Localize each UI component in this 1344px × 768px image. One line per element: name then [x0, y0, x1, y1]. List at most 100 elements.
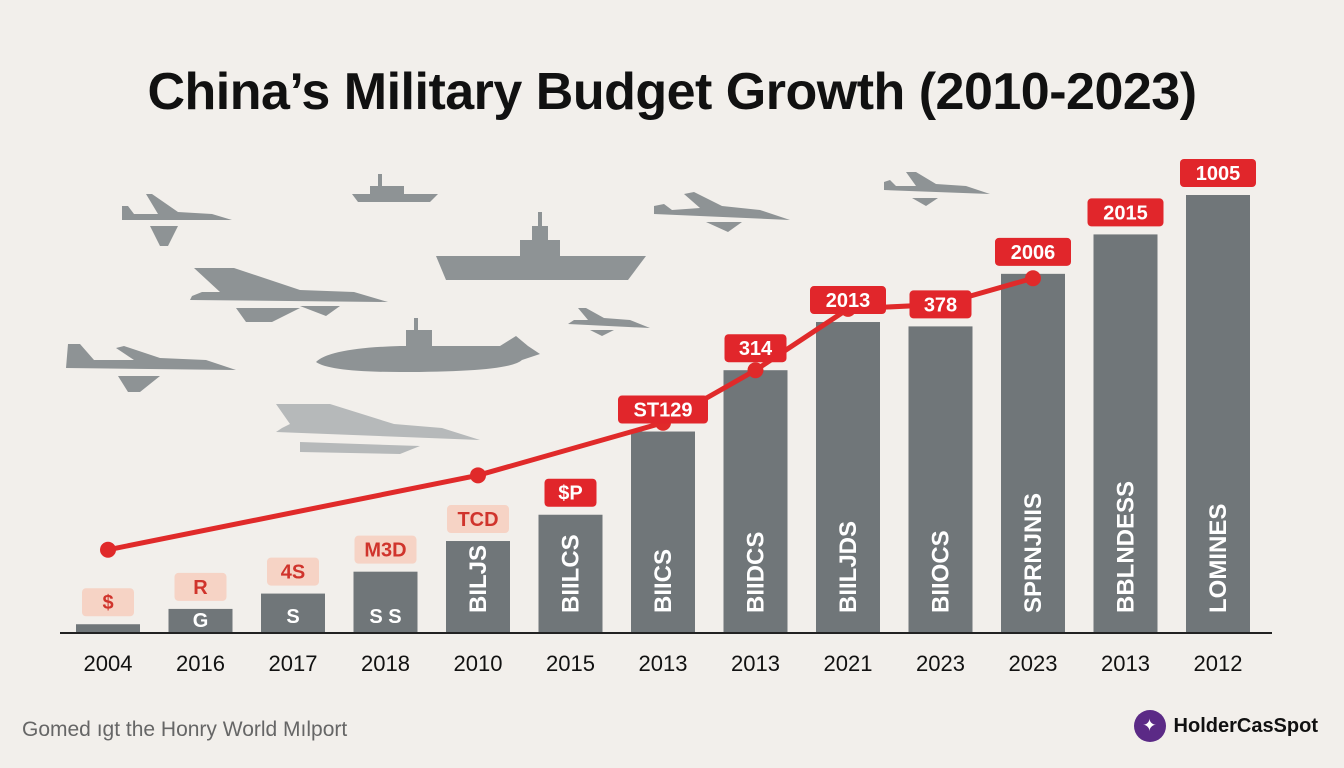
value-label-box-3 [354, 535, 417, 564]
value-label-6: ST129 [618, 395, 708, 424]
value-label-3: M3D [354, 535, 417, 564]
bar-text-8: BIILJDS [835, 521, 862, 613]
bar-text-2: S [286, 606, 299, 628]
x-tick-5: 2015 [546, 651, 595, 676]
value-label-text-5: $P [558, 483, 582, 505]
trend-point-3 [747, 362, 764, 379]
bar-text-1: G [193, 610, 209, 632]
trend-point-6 [1025, 270, 1041, 287]
fighter-jet-icon [190, 268, 388, 322]
value-label-0: $ [82, 588, 134, 617]
value-label-box-2 [267, 557, 319, 586]
bar-6 [631, 431, 695, 633]
fighter-jet-icon [276, 404, 480, 454]
value-label-4: TCD [447, 505, 509, 534]
fighter-jet-icon [884, 172, 990, 206]
value-label-8: 2013 [810, 286, 886, 315]
x-tick-10: 2023 [1009, 651, 1058, 676]
military-silhouettes [66, 172, 990, 454]
value-label-text-0: $ [102, 592, 113, 614]
x-tick-6: 2013 [639, 651, 688, 676]
value-label-text-1: R [193, 577, 208, 599]
x-tick-9: 2023 [916, 651, 965, 676]
x-tick-3: 2018 [361, 651, 410, 676]
bars [76, 195, 1250, 634]
value-label-1: R [174, 572, 227, 601]
value-label-5: $P [544, 478, 597, 507]
x-tick-2: 2017 [269, 651, 318, 676]
bar-7 [723, 370, 788, 633]
bar-labels: G S S S BILJS BIILCS BIICS BIIDCS BIILJDS BIIOCS… [193, 481, 1232, 632]
value-labels: $ R 4S M3D TCD $P ST129 314 2013 378 2006 2015 1005 [82, 159, 1256, 617]
bar-0 [76, 624, 140, 633]
bar-text-6: BIICS [650, 549, 677, 613]
fighter-jet-icon [66, 344, 236, 392]
fighter-jet-icon [568, 308, 650, 336]
value-label-text-6: ST129 [634, 400, 693, 422]
value-label-text-4: TCD [457, 509, 498, 531]
bar-1 [168, 608, 233, 633]
warship-icon [436, 212, 646, 280]
bar-2 [261, 593, 325, 633]
bar-5 [538, 514, 603, 633]
brand: ✦ HolderCasSpot [1133, 710, 1318, 742]
source-text: Gomed ıgt the Honry World Mılport [22, 718, 348, 741]
x-tick-12: 2012 [1194, 651, 1243, 676]
value-label-text-11: 2015 [1103, 202, 1148, 224]
x-tick-4: 2010 [454, 651, 503, 676]
x-tick-11: 2013 [1101, 651, 1150, 676]
trend-point-1 [470, 467, 486, 484]
value-label-box-5 [544, 478, 597, 507]
bar-text-3: S S [369, 606, 401, 628]
x-tick-0: 2004 [84, 651, 133, 676]
bar-text-12: LOMINES [1205, 504, 1232, 613]
brand-name: HolderCasSpot [1173, 714, 1318, 737]
value-label-10: 2006 [995, 237, 1071, 266]
x-tick-labels: 2004 2016 2017 2018 2010 2015 2013 2013 2021 2023… [84, 651, 1243, 676]
value-label-box-12 [1180, 159, 1256, 187]
value-label-11: 2015 [1087, 198, 1164, 227]
bar-10 [1001, 273, 1065, 633]
trend-point-0 [100, 541, 116, 558]
value-label-box-8 [810, 286, 886, 315]
value-label-9: 378 [909, 290, 972, 319]
value-label-box-0 [82, 588, 134, 617]
value-label-text-10: 2006 [1011, 242, 1056, 264]
value-label-2: 4S [267, 557, 319, 586]
value-label-box-4 [447, 505, 509, 534]
fighter-jet-icon [654, 192, 790, 232]
value-label-box-7 [724, 334, 787, 363]
bar-8 [816, 322, 880, 633]
value-label-12: 1005 [1180, 159, 1256, 187]
bar-text-5: BIILCS [558, 534, 585, 613]
chart-title: China’s Military Budget Growth (2010-202… [147, 63, 1197, 121]
x-tick-8: 2021 [824, 651, 873, 676]
brand-logo-icon: ✦ [1133, 710, 1166, 742]
value-label-box-11 [1087, 198, 1164, 227]
value-label-text-12: 1005 [1196, 163, 1241, 185]
value-label-text-2: 4S [281, 562, 305, 584]
x-tick-1: 2016 [176, 651, 225, 676]
patrol-boat-icon [352, 174, 438, 202]
value-label-text-8: 2013 [826, 290, 871, 312]
bar-3 [353, 571, 418, 633]
bar-text-11: BBLNDESS [1113, 481, 1140, 613]
value-label-7: 314 [724, 334, 787, 363]
bar-text-7: BIIDCS [743, 532, 770, 613]
value-label-text-9: 378 [924, 294, 957, 316]
bar-11 [1093, 234, 1158, 634]
value-label-text-3: M3D [364, 540, 406, 562]
x-tick-7: 2013 [731, 651, 780, 676]
submarine-icon [316, 318, 540, 372]
bar-4 [446, 541, 510, 633]
bar-text-9: BIIOCS [928, 530, 955, 613]
value-label-box-1 [174, 572, 227, 601]
value-label-text-7: 314 [739, 338, 773, 360]
bar-9 [908, 326, 973, 633]
bar-text-10: SPRNJNIS [1020, 493, 1047, 613]
value-label-box-9 [909, 290, 972, 319]
value-label-box-10 [995, 237, 1071, 266]
fighter-jet-icon [122, 194, 232, 246]
bar-12 [1186, 195, 1250, 633]
